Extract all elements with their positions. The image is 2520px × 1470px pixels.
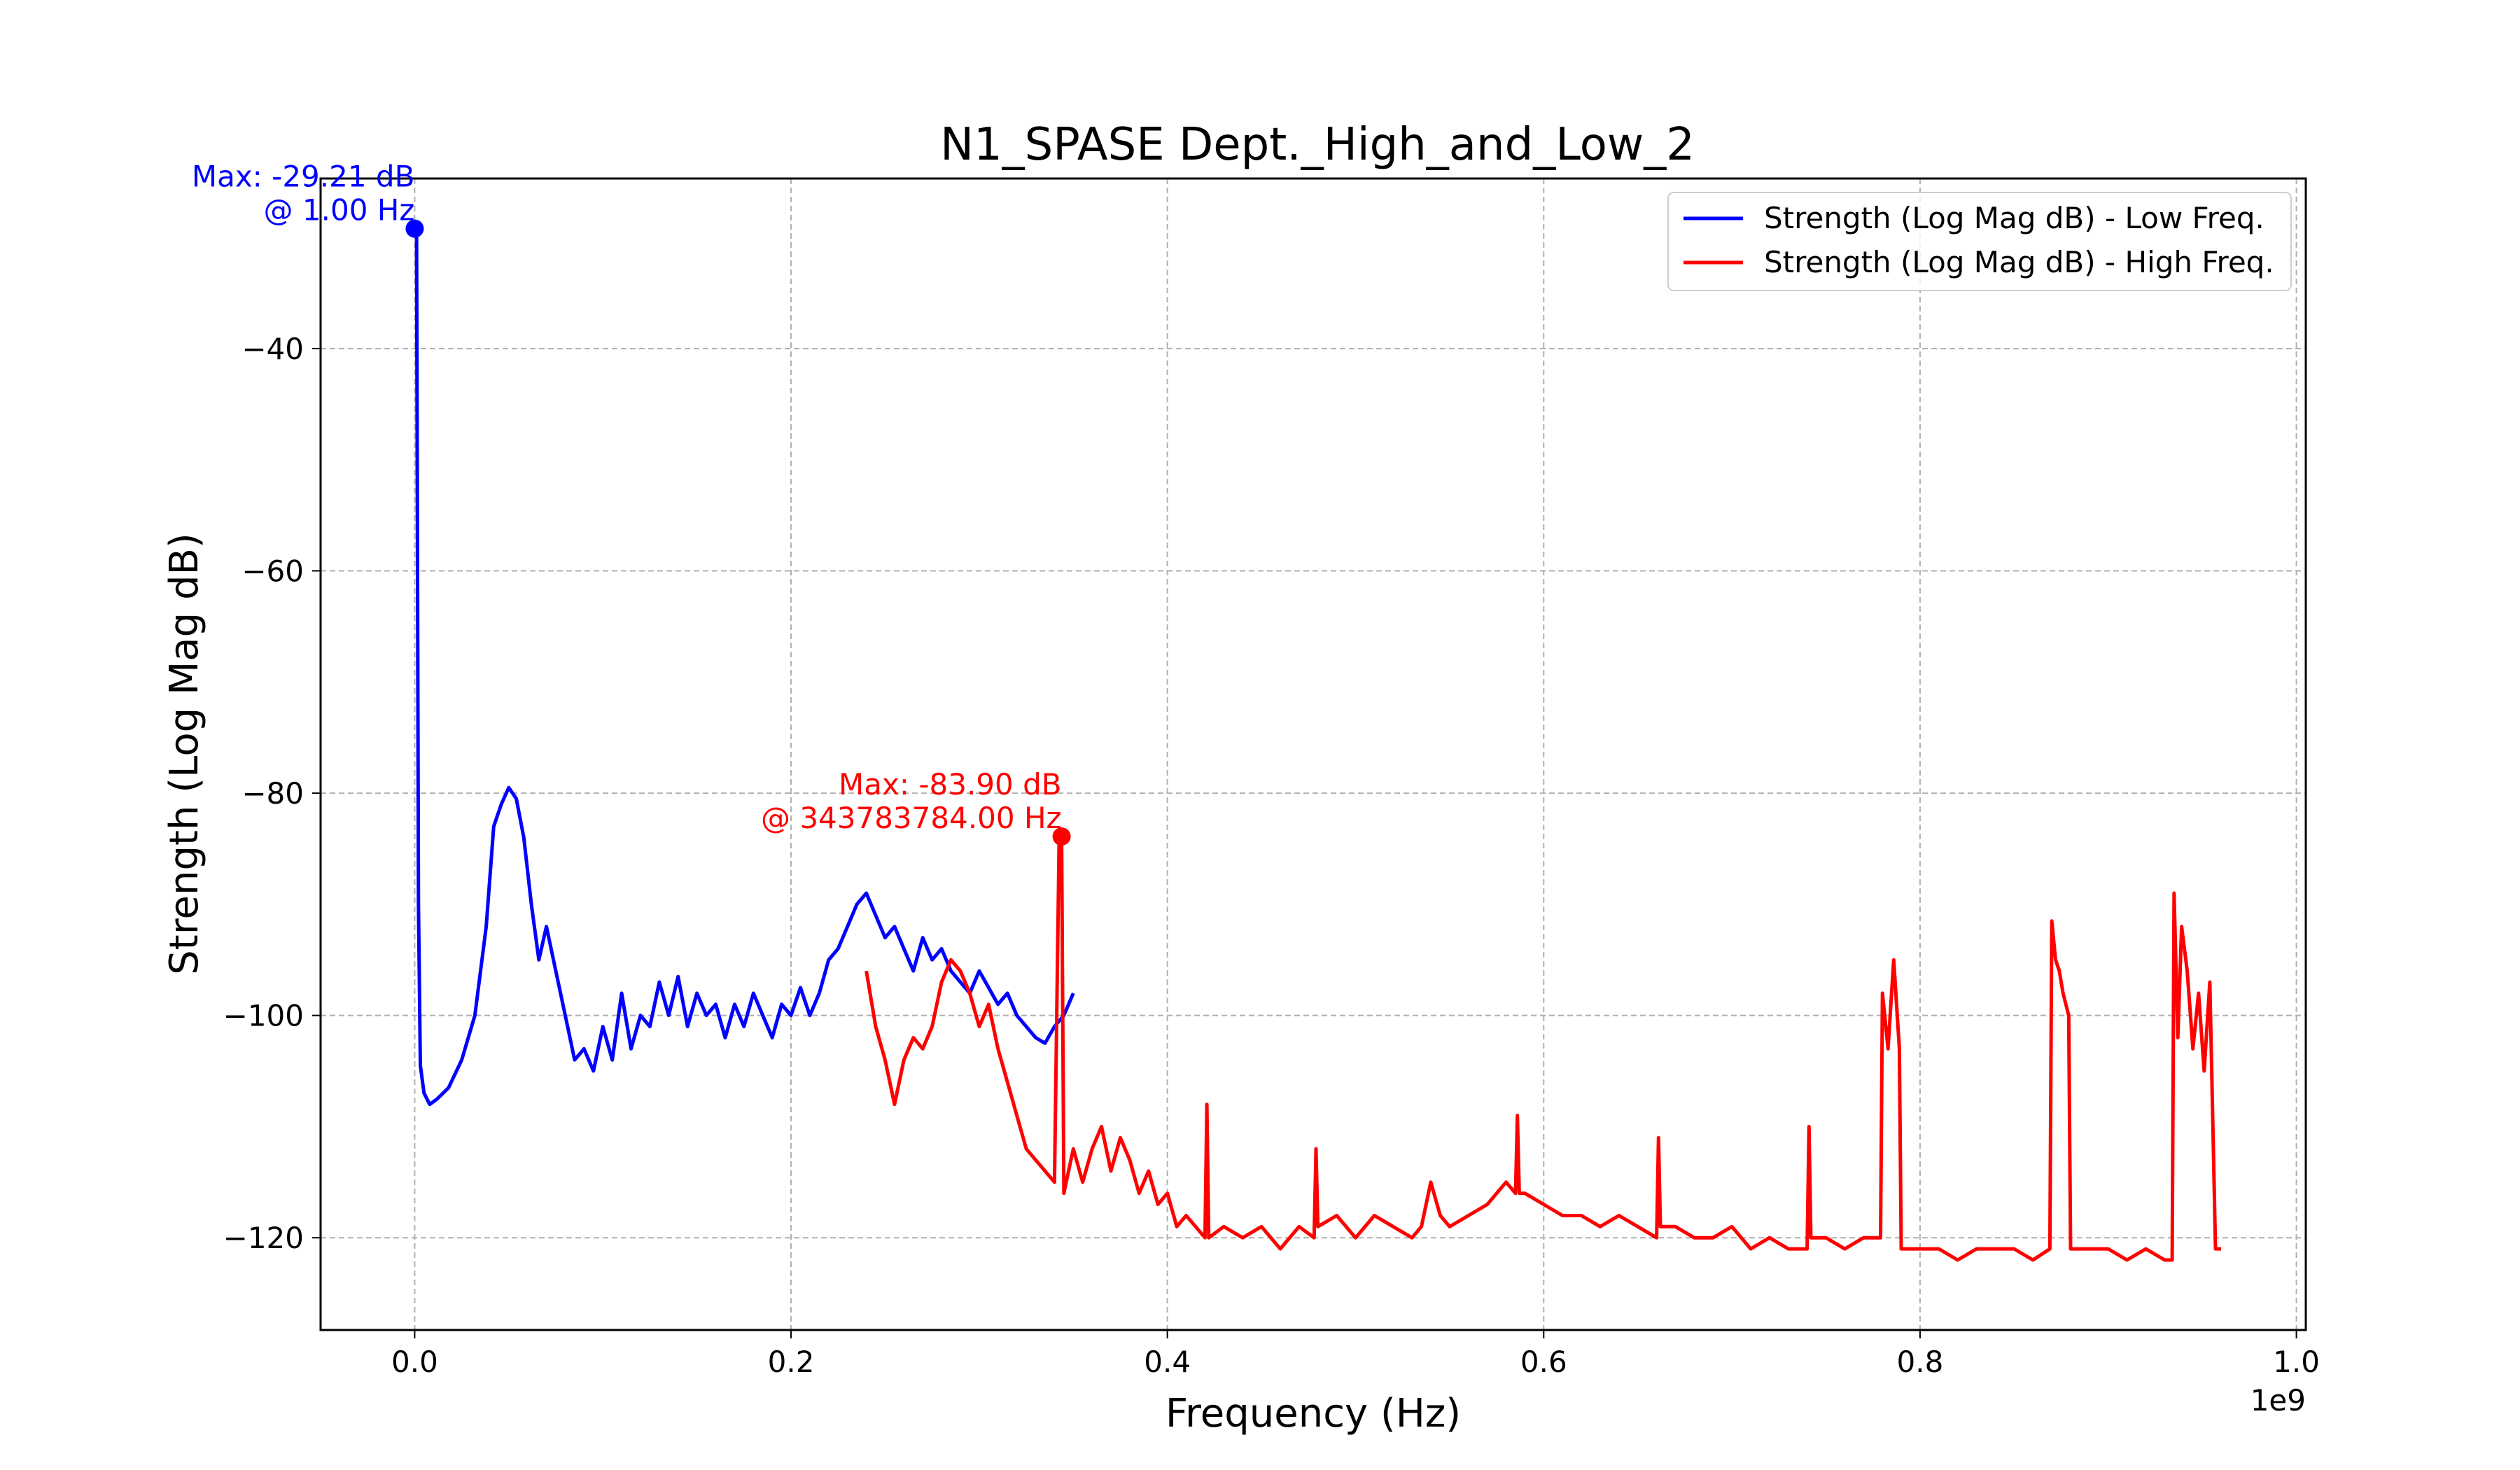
y-tick-label: −80 [241,776,304,811]
y-tick-label: −120 [223,1221,304,1255]
max-annotation-value: Max: -29.21 dB [192,160,415,194]
max-marker-1 [1052,827,1071,846]
y-axis-ticks: −40 −60 −80 −100 −120 [223,332,321,1255]
x-tick-label: 0.2 [768,1345,815,1379]
x-axis-ticks: 0.0 0.2 0.4 0.6 0.8 1.0 [391,1330,2320,1379]
plot-area-frame [319,177,2307,1331]
chart-title: N1_SPASE Dept._High_and_Low_2 [940,119,1695,171]
x-tick-label: 0.6 [1520,1345,1567,1379]
max-marker-0 [405,219,424,238]
max-annotation-value: Max: -83.90 dB [839,767,1062,802]
series-line-high [864,834,2221,1262]
x-offset-label: 1e9 [2250,1383,2306,1418]
legend: Strength (Log Mag dB) - Low Freq. Streng… [1667,192,2292,291]
legend-label-low: Strength (Log Mag dB) - Low Freq. [1764,201,2264,235]
max-annotation-frequency: @ 1.00 Hz [264,193,415,227]
y-axis-label: Strength (Log Mag dB) [162,533,207,975]
legend-box [1667,192,2292,291]
y-tick-label: −60 [241,554,304,589]
max-annotations: Max: -29.21 dB@ 1.00 Hz Max: -83.90 dB@ 3… [192,160,1071,846]
series-lines [413,227,2221,1262]
legend-label-high: Strength (Log Mag dB) - High Freq. [1764,245,2274,279]
y-tick-label: −100 [223,999,304,1033]
x-tick-label: 0.8 [1897,1345,1944,1379]
max-annotation-frequency: @ 343783784.00 Hz [761,801,1062,835]
series-line-low [413,227,1075,1107]
x-axis-label: Frequency (Hz) [1166,1391,1461,1436]
x-tick-label: 0.0 [391,1345,438,1379]
x-tick-label: 0.4 [1144,1345,1191,1379]
x-tick-label: 1.0 [2273,1345,2320,1379]
y-tick-label: −40 [241,332,304,366]
